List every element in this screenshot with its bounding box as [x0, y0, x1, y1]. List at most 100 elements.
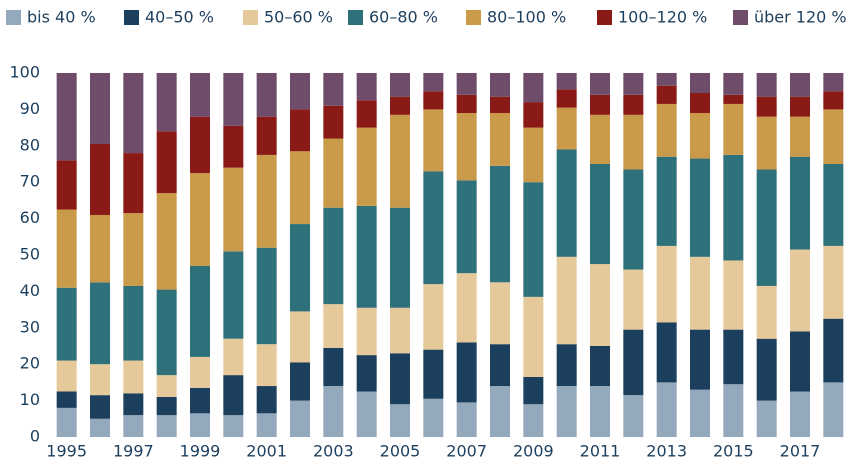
bar-segment — [390, 207, 410, 308]
bar-segment — [823, 164, 844, 246]
bar-segment — [523, 73, 544, 103]
bar-segment — [690, 158, 710, 257]
y-tick-label: 70 — [20, 172, 40, 191]
legend-swatch — [6, 10, 21, 25]
bar-segment — [823, 318, 844, 383]
y-tick-label: 90 — [20, 99, 40, 118]
bar-segment — [156, 193, 177, 290]
bar-segment — [190, 356, 210, 388]
bar-segment — [556, 149, 577, 257]
bar-segment — [123, 153, 144, 214]
bar-segment — [56, 360, 77, 392]
x-tick-label: 2011 — [580, 442, 621, 461]
bar-segment — [556, 89, 577, 108]
bar-segment — [490, 73, 510, 97]
bar-segment — [490, 96, 510, 114]
bar-segment — [690, 113, 710, 159]
bar-segment — [256, 73, 277, 117]
legend-swatch — [597, 10, 612, 25]
y-tick-label: 10 — [20, 390, 40, 409]
x-tick-label: 2003 — [313, 442, 354, 461]
bar-segment — [256, 413, 277, 437]
bar-segment — [190, 173, 210, 266]
bar-segment — [590, 264, 610, 346]
bar-segment — [756, 73, 777, 97]
bar-segment — [156, 73, 177, 132]
legend-label: 40–50 % — [145, 8, 214, 27]
bar-segment — [423, 73, 444, 92]
legend-swatch — [348, 10, 363, 25]
bar-segment — [56, 287, 77, 361]
bar-segment — [290, 224, 310, 312]
bar-segment — [390, 73, 410, 97]
x-tick-label: 1999 — [180, 442, 221, 461]
bar-segment — [456, 342, 477, 403]
y-tick-label: 60 — [20, 208, 40, 227]
bar-segment — [190, 265, 210, 357]
bar-segment — [156, 375, 177, 397]
bar-segment — [290, 73, 310, 110]
bar-segment — [723, 384, 744, 437]
bar-segment — [290, 362, 310, 401]
bar-segment — [790, 249, 810, 332]
legend-swatch — [124, 10, 139, 25]
x-tick-label: 2017 — [780, 442, 821, 461]
bar-segment — [556, 386, 577, 437]
bar-segment — [490, 344, 510, 387]
bar-segment — [56, 209, 77, 288]
bar-segment — [590, 346, 610, 387]
bar-segment — [490, 113, 510, 166]
bar-segment — [190, 73, 210, 117]
bar-segment — [323, 105, 344, 139]
bar-segment — [523, 404, 544, 437]
y-tick-label: 20 — [20, 354, 40, 373]
bar-segment — [123, 73, 144, 154]
bar-segment — [223, 167, 244, 252]
bar-segment — [323, 304, 344, 348]
y-tick-label: 0 — [30, 427, 40, 446]
bar-segment — [256, 344, 277, 387]
bar-segment — [356, 205, 377, 308]
bar-segment — [523, 182, 544, 297]
bar-segment — [323, 386, 344, 437]
bar-segment — [90, 143, 110, 215]
bar-segment — [623, 269, 644, 330]
bar-segment — [123, 360, 144, 394]
legend-label: 60–80 % — [369, 8, 438, 27]
bar-segment — [390, 353, 410, 405]
bar-segment — [756, 169, 777, 286]
bar-segment — [256, 116, 277, 155]
bar-segment — [656, 156, 677, 246]
bar-segment — [823, 245, 844, 319]
bar-segment — [723, 154, 744, 261]
bar-segment — [156, 289, 177, 376]
bar-segment — [456, 402, 477, 437]
bar-segment — [223, 251, 244, 339]
bar-segment — [823, 109, 844, 164]
legend-swatch — [733, 10, 748, 25]
bar-segment — [123, 415, 144, 437]
bar-segment — [56, 73, 77, 161]
bar-segment — [790, 96, 810, 117]
y-tick-label: 30 — [20, 317, 40, 336]
bar-segment — [123, 393, 144, 416]
legend-swatch — [243, 10, 258, 25]
bar-segment — [590, 386, 610, 437]
bar-segment — [156, 396, 177, 416]
bar-segment — [723, 73, 744, 95]
bar-segment — [123, 285, 144, 361]
bar-segment — [623, 73, 644, 95]
legend-label: 100–120 % — [618, 8, 707, 27]
bar-segment — [756, 116, 777, 170]
bar-segment — [690, 93, 710, 114]
bar-segment — [256, 154, 277, 248]
bar-segment — [723, 94, 744, 104]
bar-segment — [356, 100, 377, 128]
bar-segment — [423, 171, 444, 285]
bar-segment — [323, 73, 344, 106]
bar-segment — [690, 73, 710, 94]
legend-label: bis 40 % — [27, 8, 96, 27]
bar-segment — [156, 415, 177, 437]
bar-segment — [590, 94, 610, 115]
bar-segment — [290, 109, 310, 152]
